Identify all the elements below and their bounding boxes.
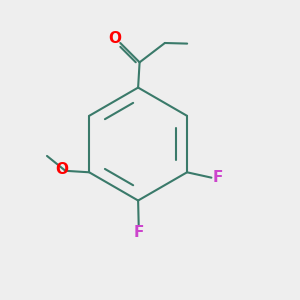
Text: O: O bbox=[55, 162, 68, 177]
Text: O: O bbox=[108, 31, 122, 46]
Text: F: F bbox=[134, 225, 144, 240]
Text: F: F bbox=[212, 170, 223, 185]
